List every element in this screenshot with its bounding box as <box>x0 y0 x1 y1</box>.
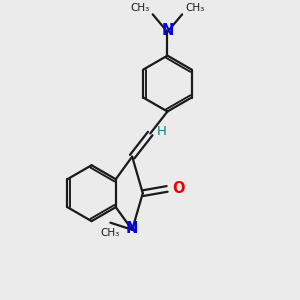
Text: N: N <box>126 221 138 236</box>
Text: CH₃: CH₃ <box>186 3 205 13</box>
Text: CH₃: CH₃ <box>130 3 149 13</box>
Text: CH₃: CH₃ <box>101 228 120 238</box>
Text: N: N <box>161 23 174 38</box>
Text: H: H <box>157 125 166 138</box>
Text: O: O <box>172 182 185 196</box>
